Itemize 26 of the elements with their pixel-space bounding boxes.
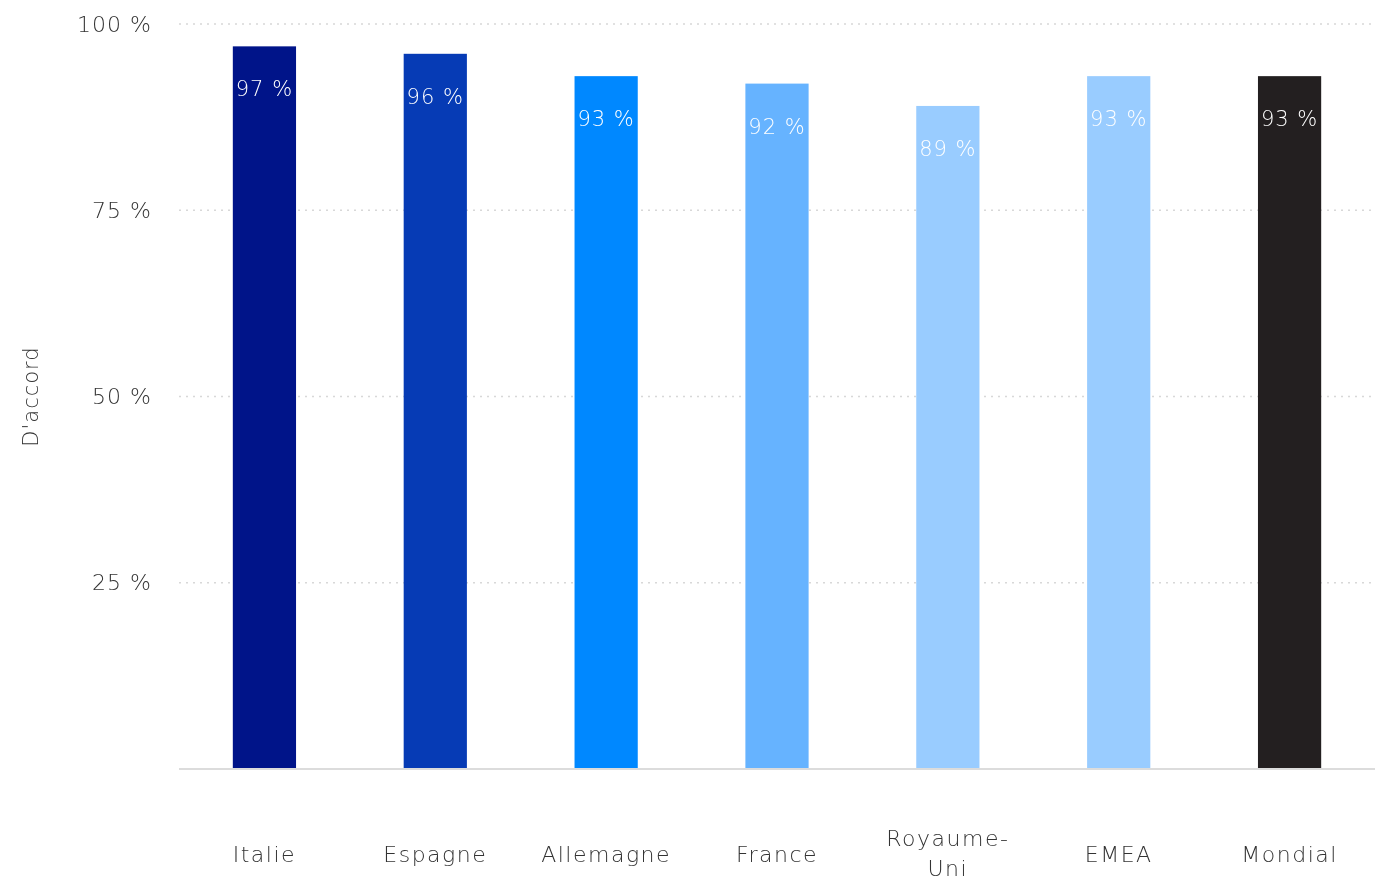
x-tick-label: EMEA <box>1084 842 1153 867</box>
x-tick-label: Espagne <box>383 842 488 867</box>
data-label: 89 % <box>919 136 977 161</box>
x-tick-label: Italie <box>232 842 297 867</box>
bar <box>1087 76 1151 769</box>
bar <box>916 105 980 769</box>
x-tick-label: Mondial <box>1241 842 1338 867</box>
data-label: 93 % <box>1260 107 1319 132</box>
data-label: 92 % <box>748 114 806 139</box>
bar <box>1257 76 1322 769</box>
x-tick-label: Allemagne <box>541 842 672 867</box>
bar <box>403 53 467 769</box>
y-tick-label: 100 % <box>77 11 152 37</box>
y-axis-title: D'accord <box>19 346 43 447</box>
data-label: 97 % <box>235 77 294 102</box>
y-tick-label: 25 % <box>92 570 152 596</box>
data-label: 93 % <box>577 107 635 132</box>
bar <box>745 83 809 769</box>
y-tick-label: 75 % <box>92 197 152 223</box>
y-tick-label: 50 % <box>92 384 152 410</box>
data-label: 93 % <box>1090 107 1148 132</box>
bar <box>232 46 297 769</box>
bar <box>574 76 638 769</box>
x-tick-label: France <box>735 842 819 867</box>
data-label: 96 % <box>406 84 464 109</box>
x-tick-label: Royaume-Uni <box>886 826 1010 881</box>
